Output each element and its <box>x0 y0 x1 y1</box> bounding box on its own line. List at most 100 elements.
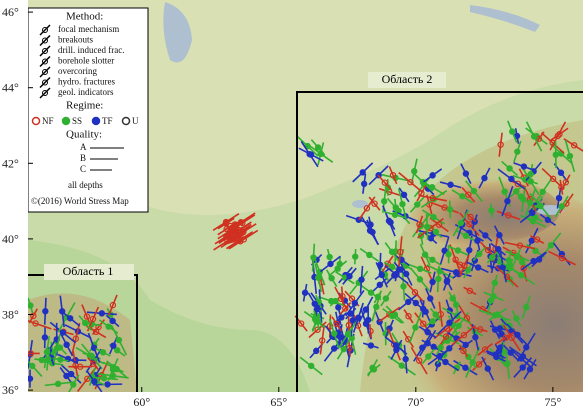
stress-bar <box>225 231 254 250</box>
stress-symbol <box>402 355 409 363</box>
stress-symbol <box>416 265 424 273</box>
stress-symbol <box>345 321 353 329</box>
region-label: Область 2 <box>382 72 433 86</box>
stress-symbol <box>487 297 494 304</box>
stress-symbol <box>367 289 375 296</box>
stress-bar <box>561 174 571 191</box>
legend-title: Quality: <box>66 129 102 141</box>
stress-symbol <box>397 266 404 273</box>
stress-symbol <box>365 316 372 324</box>
stress-symbol <box>355 314 362 321</box>
stress-symbol <box>429 172 436 179</box>
stress-bar <box>420 256 434 282</box>
stress-symbol <box>481 346 489 353</box>
stress-bar <box>438 301 444 327</box>
stress-symbol <box>27 350 35 357</box>
stress-symbol <box>405 312 412 320</box>
stress-symbol <box>340 345 347 353</box>
label-bg <box>44 264 134 280</box>
stress-symbol <box>400 283 407 290</box>
stress-symbol <box>457 219 465 227</box>
region-label: Область 1 <box>63 264 114 278</box>
stress-symbol <box>81 319 89 327</box>
stress-symbol <box>32 320 39 327</box>
stress-symbol <box>27 302 34 309</box>
stress-symbol <box>362 306 370 313</box>
stress-bar <box>308 321 327 339</box>
stress-symbol <box>311 300 318 307</box>
stress-symbol <box>507 264 514 272</box>
stress-symbol <box>346 273 353 280</box>
stress-symbol <box>415 357 423 364</box>
stress-symbol <box>419 344 426 351</box>
stress-symbol <box>342 305 349 312</box>
stress-bar <box>368 196 381 211</box>
stress-symbol <box>58 308 66 315</box>
stress-symbol <box>314 144 322 151</box>
stress-symbol <box>420 320 427 327</box>
stress-bar <box>449 244 462 276</box>
stress-symbol <box>301 289 309 296</box>
stress-symbol <box>233 234 241 242</box>
stress-symbol <box>381 198 388 205</box>
stress-symbol <box>469 359 476 366</box>
stress-bar <box>212 213 240 232</box>
stress-symbol <box>222 218 230 226</box>
stress-bar <box>403 309 414 324</box>
stress-symbol <box>336 260 343 268</box>
stress-symbol <box>392 204 400 211</box>
stress-symbol <box>555 194 563 202</box>
stress-bar <box>348 339 351 357</box>
stress-bar <box>540 132 565 154</box>
stress-symbol <box>423 223 431 230</box>
stress-symbol <box>484 246 492 254</box>
stress-symbol <box>54 380 62 388</box>
stress-symbol <box>491 279 499 287</box>
stress-bar <box>550 127 569 141</box>
legend-symbol <box>91 116 101 126</box>
stress-symbol <box>460 331 468 339</box>
stress-symbol <box>400 191 408 199</box>
legend-label: U <box>132 116 139 126</box>
stress-bar <box>502 324 521 352</box>
stress-symbol <box>41 334 49 341</box>
stress-symbol <box>421 251 429 258</box>
stress-symbol <box>504 360 511 367</box>
stress-symbol <box>349 317 356 324</box>
stress-symbol <box>528 237 535 244</box>
legend-symbol <box>42 37 48 44</box>
stress-symbol <box>527 171 534 178</box>
stress-symbol <box>344 330 352 338</box>
stress-symbol <box>506 322 513 329</box>
stress-symbol <box>237 219 245 226</box>
stress-symbol <box>527 199 534 207</box>
stress-symbol <box>29 362 36 370</box>
stress-symbol <box>369 364 376 372</box>
legend-symbol <box>61 116 71 126</box>
stress-bar <box>451 325 476 346</box>
stress-symbol <box>416 221 423 228</box>
legend-label: drill. induced frac. <box>58 45 124 55</box>
stress-symbol <box>459 193 466 200</box>
stress-bar <box>558 193 574 214</box>
stress-symbol <box>70 381 77 388</box>
stress-symbol <box>520 163 528 170</box>
stress-symbol <box>520 265 527 272</box>
stress-symbol <box>530 133 538 140</box>
legend-label: NF <box>42 116 54 126</box>
stress-symbol <box>441 247 448 254</box>
stress-symbol <box>495 246 502 253</box>
stress-bar <box>331 316 343 332</box>
stress-symbol <box>466 246 473 254</box>
stress-symbol <box>99 349 107 356</box>
stress-symbol <box>552 151 559 158</box>
stress-symbol <box>407 179 414 186</box>
stress-bar <box>495 330 517 345</box>
stress-symbol <box>544 216 552 224</box>
stress-symbol <box>416 276 424 283</box>
stress-symbol <box>326 253 333 261</box>
stress-symbol <box>328 274 335 282</box>
legend-label: TF <box>102 116 113 126</box>
legend-symbol <box>121 116 131 126</box>
